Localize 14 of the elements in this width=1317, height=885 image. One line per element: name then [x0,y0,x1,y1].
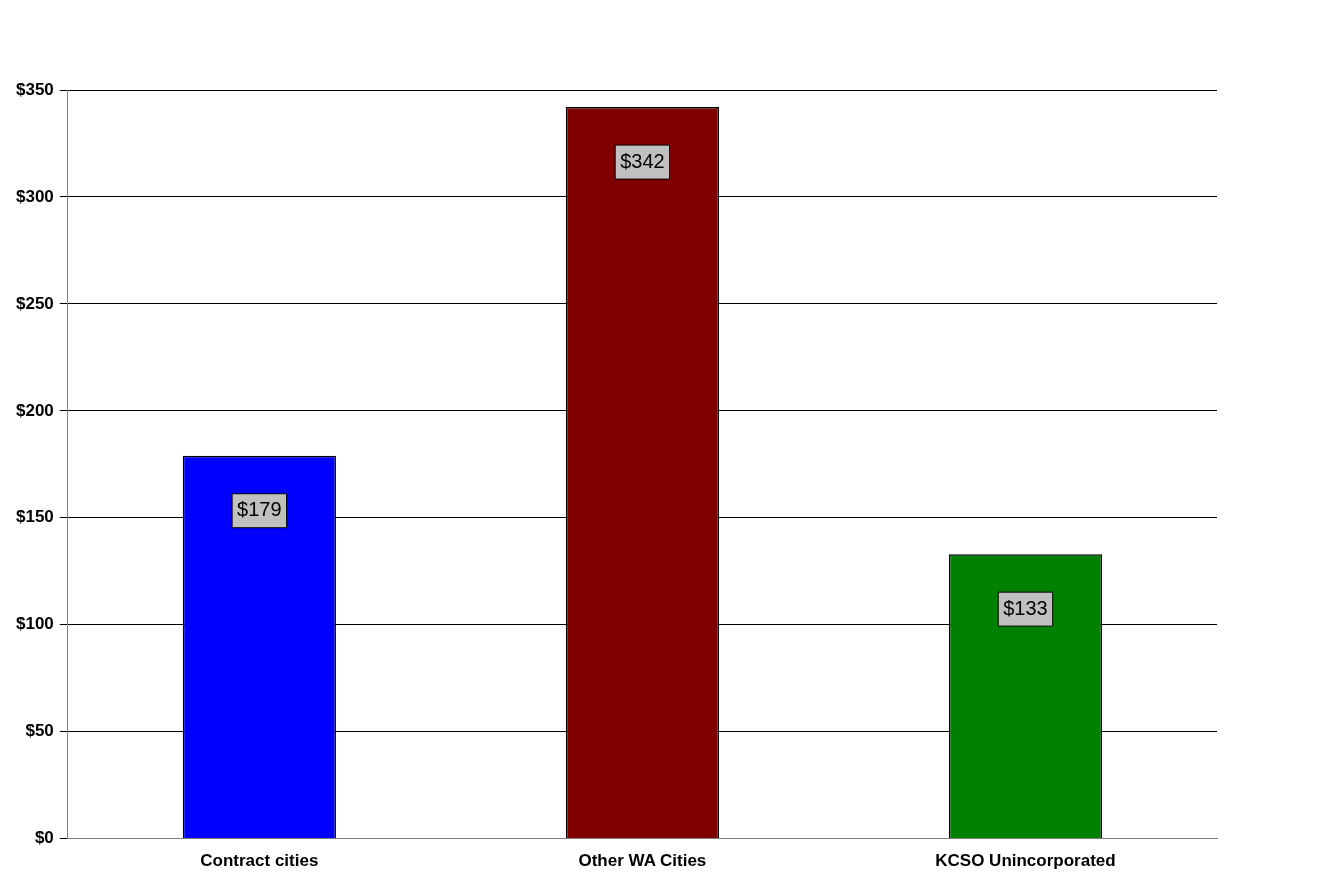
y-tick-label: $300 [15,186,54,206]
y-tick-label: $0 [34,828,54,848]
x-tick-label: Contract cities [200,851,319,871]
data-label: $342 [620,149,665,172]
y-tick-label: $50 [25,721,54,741]
y-tick-label: $250 [15,293,54,313]
data-label: $179 [237,498,282,521]
x-tick-label: Other WA Cities [578,851,707,871]
x-tick-label: KCSO Unincorporated [935,851,1116,871]
data-label: $133 [1003,596,1048,619]
y-tick-label: $100 [15,614,54,634]
y-tick-label: $200 [15,400,54,420]
y-tick-label: $350 [15,79,54,99]
y-tick-label: $150 [15,507,54,527]
